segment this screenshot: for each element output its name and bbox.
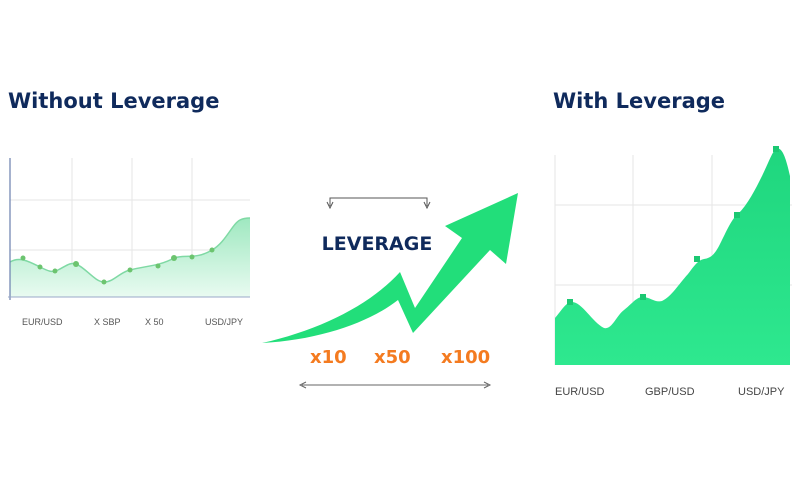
left-title: Without Leverage [8,89,219,113]
left-label: USD/JPY [205,317,243,327]
right-label: USD/JPY [738,386,785,398]
right-chart [554,146,792,365]
multiplier: x100 [441,347,490,368]
left-label: EUR/USD [22,317,63,327]
left-chart [8,158,251,300]
right-label: GBP/USD [645,386,695,398]
left-label: X SBP [94,317,121,327]
multiplier: x50 [374,347,411,368]
right-title: With Leverage [553,89,725,113]
bracket-ticks [326,201,431,210]
left-area [10,218,250,297]
leverage-arrow [262,193,518,343]
bracket [329,197,428,206]
right-area [555,148,790,365]
leverage-label: LEVERAGE [322,233,433,255]
left-points [20,247,215,285]
multiplier: x10 [310,347,347,368]
right-points [567,146,779,305]
left-line [9,217,251,283]
right-label: EUR/USD [555,386,605,398]
scale-ends [298,381,492,389]
left-label: X 50 [145,317,164,327]
